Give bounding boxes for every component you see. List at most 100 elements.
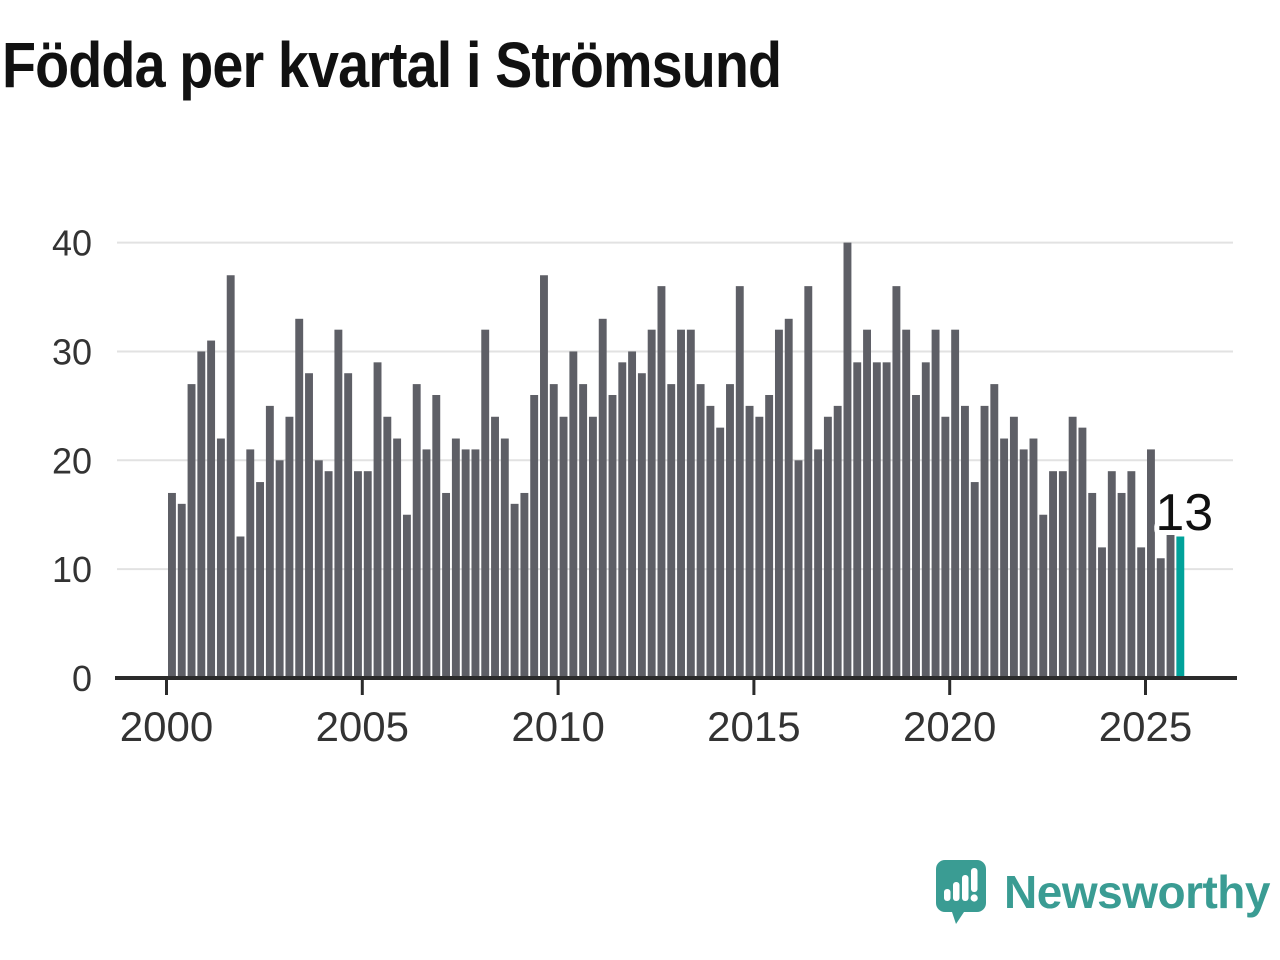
y-axis-label-20: 20 [52,440,92,481]
bar-2024-q2 [1117,492,1126,678]
bar-2015-q3 [774,329,783,678]
bar-2019-q2 [921,362,930,678]
bar-2000-q4 [197,351,206,678]
bar-2011-q4 [628,351,637,678]
bar-2005-q2 [373,362,382,678]
bar-2005-q4 [393,438,402,678]
bar-2016-q2 [804,286,813,678]
bar-2001-q4 [236,536,245,678]
y-axis-label-30: 30 [52,331,92,372]
newsworthy-logo-text: Newsworthy [1004,866,1270,918]
bar-2009-q1 [520,492,529,678]
bar-2021-q2 [1000,438,1009,678]
bar-2003-q1 [285,416,294,678]
x-axis-label-2020: 2020 [903,703,996,750]
bar-2008-q2 [491,416,499,678]
bar-2020-q2 [960,405,969,679]
bar-2005-q1 [363,471,372,678]
bar-2023-q4 [1098,547,1106,678]
bar-2010-q1 [559,416,568,678]
bar-2000-q2 [177,503,186,678]
bar-2007-q2 [451,438,460,678]
bar-2019-q4 [941,416,950,678]
logo-exclamation-dot [970,894,978,902]
x-axis-label-2000: 2000 [120,703,213,750]
bar-2024-q1 [1107,471,1116,678]
logo-bubble-shape [936,860,987,924]
bar-2023-q1 [1068,416,1077,678]
bar-2005-q3 [383,416,392,678]
logo-bar-chart-glyph [944,868,978,902]
bar-2020-q4 [980,405,989,679]
bar-2008-q1 [481,329,490,678]
bar-2016-q3 [814,449,823,678]
newsworthy-logo: Newsworthy [932,856,1270,928]
bar-2013-q3 [696,384,705,678]
bar-2002-q3 [265,405,274,679]
bar-2007-q3 [461,449,470,678]
bar-2017-q1 [833,405,842,679]
bar-2012-q3 [657,286,666,678]
bar-2002-q2 [256,482,265,678]
y-axis-label-40: 40 [52,223,92,264]
bar-2001-q2 [216,438,225,678]
bar-2014-q1 [716,427,725,678]
chart-title: Födda per kvartal i Strömsund [2,29,782,101]
bar-2003-q2 [295,318,304,678]
bar-2009-q2 [530,394,539,678]
bar-2017-q2 [843,242,852,678]
logo-exclamation-bar [971,868,978,892]
bar-2014-q4 [745,405,754,679]
bar-2014-q3 [735,286,744,678]
bar-2020-q3 [970,482,979,678]
bar-2018-q4 [902,329,911,678]
bar-2004-q1 [324,471,333,678]
bar-2004-q3 [344,373,353,678]
newsworthy-logo-icon [936,860,987,924]
y-axis-label-0: 0 [72,658,92,699]
bar-2003-q3 [305,373,313,678]
bar-2017-q3 [853,362,862,678]
bar-2018-q1 [872,362,881,678]
bar-2000-q1 [168,492,176,678]
bar-2024-q3 [1127,471,1136,678]
bar-2010-q2 [569,351,578,678]
bar-2004-q2 [334,329,343,678]
bar-2004-q4 [354,471,362,678]
y-axis-label-10: 10 [52,549,92,590]
bar-2007-q1 [442,492,451,678]
bar-2013-q4 [706,405,715,679]
bar-chart-plot: 0 10 20 30 40 2000 2005 2010 2015 2020 2025 13 [52,223,1237,750]
bar-2020-q1 [951,329,960,678]
x-axis-label-2015: 2015 [707,703,800,750]
bar-2022-q2 [1039,514,1048,678]
bar-2006-q4 [432,394,441,678]
bar-2012-q1 [637,373,646,678]
x-axis-label-2025: 2025 [1099,703,1192,750]
bar-2002-q1 [246,449,255,678]
bar-2021-q1 [990,384,999,678]
bar-2003-q4 [314,460,323,678]
bar-2021-q4 [1019,449,1028,678]
bar-2013-q2 [686,329,695,678]
bar-2012-q4 [667,384,676,678]
bar-2009-q3 [540,275,548,678]
x-axis-label-2010: 2010 [511,703,604,750]
bar-2015-q4 [784,318,793,678]
callout-pointer [1165,486,1187,527]
bar-2017-q4 [863,329,871,678]
bar-2025-q3 [1166,525,1175,678]
bar-2014-q2 [726,384,734,678]
bar-2025-q1 [1147,449,1155,678]
bar-2006-q3 [422,449,431,678]
bar-2007-q4 [471,449,480,678]
bar-2016-q4 [823,416,832,678]
bar-2016-q1 [794,460,803,678]
x-axis-label-2005: 2005 [316,703,409,750]
bar-2009-q4 [549,384,558,678]
bar-2025-q2 [1156,558,1165,678]
bar-2025-q4-highlighted [1176,536,1185,678]
bar-2006-q1 [402,514,411,678]
bar-2018-q3 [892,286,901,678]
